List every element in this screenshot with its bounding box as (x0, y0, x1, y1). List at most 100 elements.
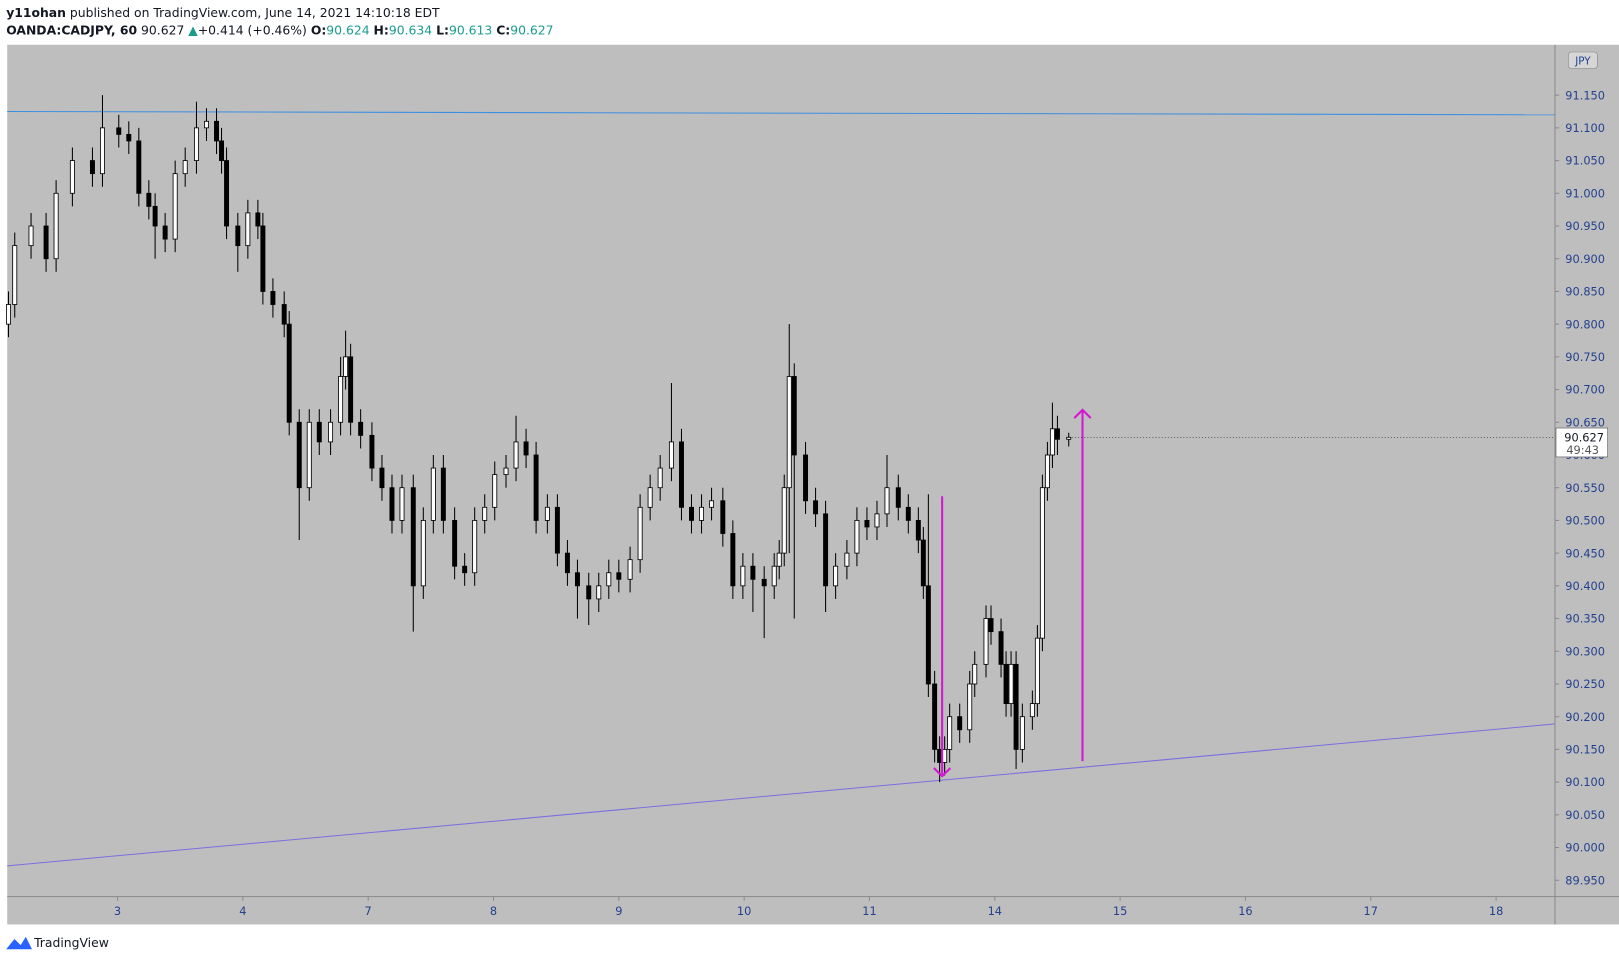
candle-body (972, 663, 978, 685)
trend-line (7, 723, 1556, 867)
candle-body (844, 552, 850, 567)
candle (699, 494, 705, 534)
last-price-box (1555, 427, 1608, 458)
candle (270, 278, 276, 318)
candle-body (172, 173, 178, 240)
candle (43, 212, 49, 272)
y-tick-label: 91.050 (1565, 154, 1605, 168)
candle-body (720, 500, 726, 534)
candle-body (182, 160, 188, 175)
footer-text: TradingView (33, 935, 109, 950)
candle (983, 605, 989, 678)
candle-body (1039, 487, 1045, 639)
y-tick-label: 91.100 (1565, 121, 1605, 135)
x-tick-label: 10 (737, 904, 751, 918)
candle (28, 212, 34, 259)
candle (803, 441, 809, 514)
candle-body (937, 748, 943, 763)
candle (430, 454, 436, 534)
last-price-label: 90.627 (1564, 430, 1604, 444)
candle-body (689, 506, 694, 521)
candle (905, 494, 911, 534)
candle-body (776, 552, 782, 567)
candle-body (544, 506, 550, 521)
candle-body (884, 487, 890, 515)
candle-body (1066, 436, 1072, 440)
candle (1054, 415, 1060, 455)
candle-body (162, 225, 168, 240)
candle (678, 428, 684, 521)
candle (281, 291, 287, 338)
x-tick-label: 7 (365, 904, 372, 918)
candle (925, 494, 931, 698)
y-tick-label: 89.950 (1565, 873, 1605, 887)
y-tick-label: 90.250 (1565, 677, 1605, 691)
candle (932, 670, 938, 763)
candle-body (586, 585, 592, 600)
candle (260, 212, 266, 305)
candle (574, 559, 580, 619)
open-value: 90.624 (326, 22, 369, 37)
candle (647, 474, 653, 521)
candle-body (6, 304, 11, 325)
candle (791, 363, 797, 619)
footer-logo: TradingView (6, 935, 109, 950)
candle (116, 114, 122, 148)
y-tick-label: 90.100 (1565, 775, 1605, 789)
candle-body (152, 205, 158, 227)
x-tick-label: 11 (862, 904, 876, 918)
candle-body (399, 487, 405, 521)
candle-body (440, 467, 446, 521)
candle (854, 507, 860, 567)
candle (823, 500, 829, 613)
candle (523, 428, 529, 469)
candle-body (771, 565, 777, 587)
candle-body (410, 487, 416, 587)
candle (988, 605, 994, 645)
candle (204, 108, 209, 141)
candle-body (214, 120, 219, 142)
candle (440, 454, 446, 534)
candle-body (932, 683, 938, 750)
x-tick-label: 3 (114, 904, 121, 918)
candle (1044, 441, 1050, 501)
candle-body (874, 513, 880, 528)
x-tick-label: 4 (239, 904, 246, 918)
candle (616, 559, 622, 593)
candle (1066, 432, 1072, 447)
candle-body (69, 160, 75, 194)
candle-body (43, 225, 49, 260)
candle-body (270, 291, 276, 305)
y-tick-label: 90.400 (1565, 579, 1605, 593)
close-value: 90.627 (510, 22, 553, 37)
candle-body (482, 506, 488, 521)
candle (920, 526, 926, 599)
symbol-line: OANDA:CADJPY, 60 90.627 ▲+0.414 (+0.46%)… (6, 22, 553, 37)
candle (606, 559, 612, 599)
candle (689, 494, 694, 534)
candle (544, 494, 550, 534)
candle-body (657, 467, 663, 489)
candle-body (53, 192, 59, 260)
candle (492, 461, 498, 521)
candle (596, 572, 602, 613)
candle-body (260, 225, 266, 292)
y-tick-label: 91.000 (1565, 186, 1605, 200)
candle-body (533, 454, 539, 521)
candle-body (369, 434, 375, 469)
arrow (933, 496, 952, 778)
candle-body (554, 506, 560, 554)
candle (730, 520, 736, 599)
candle-body (813, 500, 819, 515)
y-tick-label: 90.550 (1565, 481, 1605, 495)
candle-body (864, 520, 870, 528)
candle (224, 147, 230, 240)
candle-body (854, 520, 860, 554)
candle (1049, 402, 1055, 469)
candle (316, 409, 322, 455)
candle-body (492, 474, 498, 508)
candle (162, 212, 168, 253)
candle (99, 95, 105, 187)
candle-body (348, 356, 354, 423)
x-tick-label: 17 (1364, 904, 1378, 918)
